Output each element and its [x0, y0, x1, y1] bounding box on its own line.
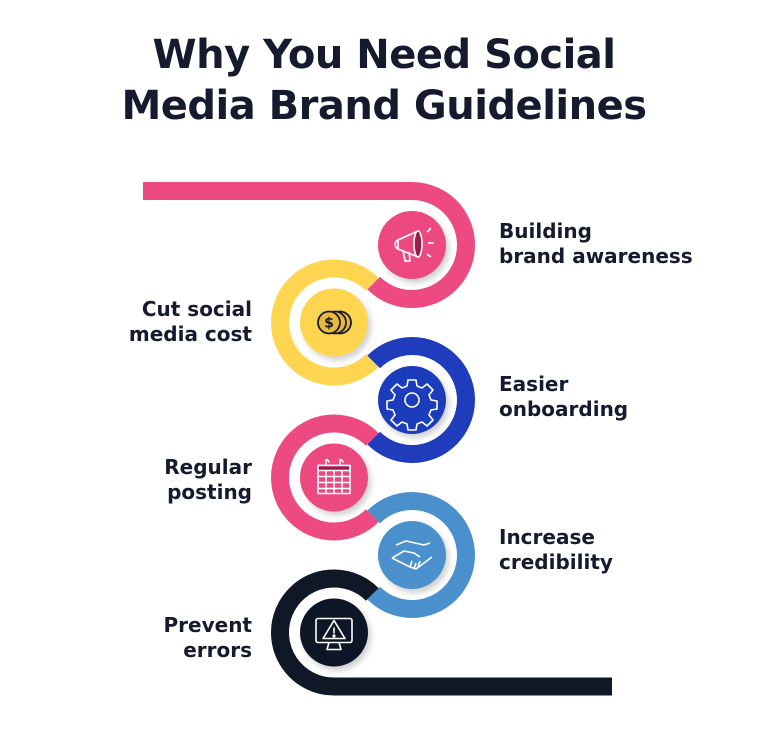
gear-icon	[386, 379, 438, 431]
title-line-2: Media Brand Guidelines	[121, 83, 647, 129]
step-badge-3	[378, 366, 446, 434]
svg-text:$: $	[324, 316, 334, 332]
handshake-icon	[391, 540, 433, 570]
title-line-1: Why You Need Social	[152, 32, 616, 78]
label-cut-social-media-cost: Cut social media cost	[128, 297, 252, 346]
step-badge-2: $	[300, 288, 368, 357]
badge-circle	[378, 366, 446, 434]
step-badge-6	[300, 598, 368, 667]
label-regular-posting: Regular posting	[164, 455, 252, 504]
path-segment-1	[143, 182, 475, 308]
label-building-brand-awareness: Building brand awareness	[499, 219, 693, 268]
step-badge-5	[378, 521, 446, 589]
calendar-icon	[317, 458, 351, 495]
label-prevent-errors: Prevent errors	[163, 613, 253, 662]
label-easier-onboarding: Easier onboarding	[499, 372, 629, 421]
step-badge-1	[378, 211, 446, 279]
path-segment-4	[271, 414, 379, 541]
megaphone-icon	[394, 227, 434, 262]
coins-icon: $	[317, 310, 352, 335]
path-segment-5	[367, 492, 475, 618]
path-segment-3	[367, 337, 475, 463]
path-segment-2	[271, 259, 379, 386]
path-segment-6	[271, 569, 612, 696]
label-increase-credibility: Increase credibility	[499, 525, 613, 574]
badge-circle	[378, 521, 446, 589]
monitor-warning-icon	[315, 617, 353, 651]
step-badge-4	[300, 443, 368, 512]
badge-circle	[378, 211, 446, 279]
page-title: Why You Need Social Media Brand Guidelin…	[0, 30, 768, 132]
